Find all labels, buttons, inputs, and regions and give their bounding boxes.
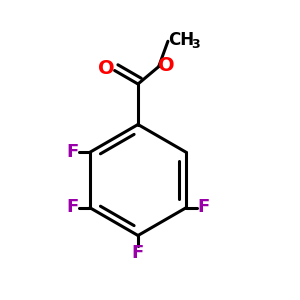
Text: O: O bbox=[158, 56, 175, 75]
Text: 3: 3 bbox=[191, 38, 200, 51]
Text: CH: CH bbox=[168, 31, 194, 49]
Text: F: F bbox=[197, 198, 210, 216]
Text: F: F bbox=[66, 198, 79, 216]
Text: O: O bbox=[98, 59, 115, 79]
Text: F: F bbox=[131, 244, 143, 262]
Text: F: F bbox=[66, 143, 79, 161]
